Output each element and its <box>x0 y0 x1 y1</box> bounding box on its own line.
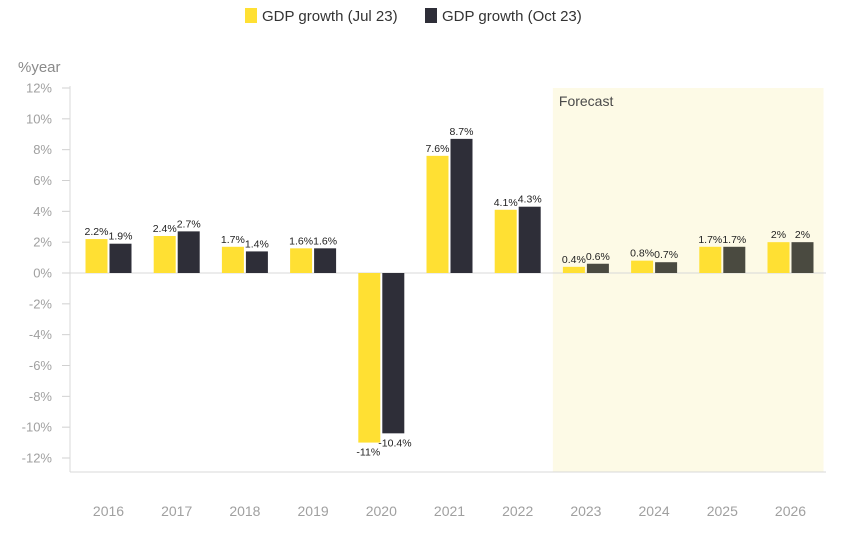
data-label-jul23-2017: 2.4% <box>153 223 177 235</box>
x-tick-label: 2017 <box>161 503 192 519</box>
bar-jul23-2026 <box>767 242 790 273</box>
y-axis: 12% 10% 8% 6% 4% 2% 0% -2% -4% -6% -8% -10% -12% <box>22 81 70 466</box>
data-label-oct23-2020: -10.4% <box>378 437 411 449</box>
y-tick-label: -2% <box>29 296 53 311</box>
bar-jul23-2024 <box>631 260 654 273</box>
bar-jul23-2016 <box>85 239 108 273</box>
data-label-oct23-2022: 4.3% <box>518 194 542 206</box>
data-label-jul23-2016: 2.2% <box>85 226 109 238</box>
bar-oct23-2017 <box>177 231 200 273</box>
data-label-oct23-2023: 0.6% <box>586 251 610 263</box>
bar-jul23-2020 <box>358 273 381 443</box>
x-tick-label: 2018 <box>229 503 260 519</box>
x-tick-label: 2026 <box>775 503 806 519</box>
bar-oct23-2021 <box>450 138 473 273</box>
bar-oct23-2018 <box>245 251 268 273</box>
y-tick-label: 8% <box>33 142 52 157</box>
data-label-oct23-2024: 0.7% <box>654 249 678 261</box>
y-tick-label: 10% <box>26 111 52 126</box>
x-axis: 2016 2017 2018 2019 2020 2021 2022 2023 2024 2025… <box>93 503 806 519</box>
bar-jul23-2021 <box>426 155 449 273</box>
y-tick-label: 12% <box>26 81 52 96</box>
data-label-oct23-2018: 1.4% <box>245 238 269 250</box>
bars <box>85 138 814 443</box>
legend-entry-1: GDP growth (Jul 23) <box>262 8 398 25</box>
data-label-jul23-2023: 0.4% <box>562 254 586 266</box>
x-tick-label: 2020 <box>366 503 397 519</box>
bar-jul23-2025 <box>699 246 722 273</box>
legend-swatch-2 <box>425 8 437 23</box>
data-label-jul23-2026: 2% <box>771 229 786 241</box>
data-label-oct23-2016: 1.9% <box>109 231 133 243</box>
x-tick-label: 2025 <box>707 503 738 519</box>
y-tick-label: 2% <box>33 235 52 250</box>
y-tick-label: 0% <box>33 266 52 281</box>
bar-jul23-2017 <box>153 236 176 273</box>
data-label-jul23-2024: 0.8% <box>630 248 654 260</box>
bar-jul23-2018 <box>221 246 244 273</box>
bar-jul23-2022 <box>494 209 517 273</box>
legend: GDP growth (Jul 23) GDP growth (Oct 23) <box>245 8 582 25</box>
y-axis-label: %year <box>18 59 61 76</box>
x-tick-label: 2016 <box>93 503 124 519</box>
data-label-jul23-2018: 1.7% <box>221 234 245 246</box>
x-tick-label: 2022 <box>502 503 533 519</box>
data-label-oct23-2021: 8.7% <box>450 126 474 138</box>
data-labels: 2.2% 2.4% 1.7% 1.6% -11% 7.6% 4.1% 0.4% 0.8% 1.7%… <box>85 126 811 459</box>
x-tick-label: 2024 <box>639 503 670 519</box>
bar-oct23-2019 <box>314 248 337 273</box>
forecast-shading <box>552 88 824 472</box>
data-label-oct23-2019: 1.6% <box>313 235 337 247</box>
data-label-oct23-2025: 1.7% <box>722 234 746 246</box>
x-tick-label: 2021 <box>434 503 465 519</box>
bar-oct23-2026 <box>791 242 814 273</box>
bar-jul23-2023 <box>562 266 585 273</box>
bar-oct23-2024 <box>655 262 678 273</box>
y-tick-label: -8% <box>29 389 53 404</box>
data-label-jul23-2025: 1.7% <box>698 234 722 246</box>
y-tick-label: -12% <box>22 451 53 466</box>
data-label-jul23-2019: 1.6% <box>289 235 313 247</box>
data-label-jul23-2020: -11% <box>356 447 380 459</box>
y-tick-label: -6% <box>29 358 53 373</box>
y-tick-label: 6% <box>33 173 52 188</box>
y-tick-label: 4% <box>33 204 52 219</box>
y-tick-label: -4% <box>29 327 53 342</box>
bar-jul23-2019 <box>290 248 313 273</box>
bar-oct23-2022 <box>518 206 541 273</box>
bar-oct23-2023 <box>586 263 609 273</box>
y-tick-label: -10% <box>22 420 53 435</box>
legend-swatch-1 <box>245 8 257 23</box>
x-tick-label: 2023 <box>570 503 601 519</box>
bar-oct23-2016 <box>109 243 132 273</box>
data-label-jul23-2021: 7.6% <box>426 143 450 155</box>
x-tick-label: 2019 <box>298 503 329 519</box>
forecast-region: Forecast <box>552 88 824 472</box>
data-label-oct23-2026: 2% <box>795 229 810 241</box>
forecast-label: Forecast <box>559 93 614 109</box>
bar-oct23-2025 <box>723 246 746 273</box>
legend-entry-2: GDP growth (Oct 23) <box>442 8 582 25</box>
data-label-jul23-2022: 4.1% <box>494 197 518 209</box>
data-label-oct23-2017: 2.7% <box>177 218 201 230</box>
bar-oct23-2020 <box>382 273 405 434</box>
